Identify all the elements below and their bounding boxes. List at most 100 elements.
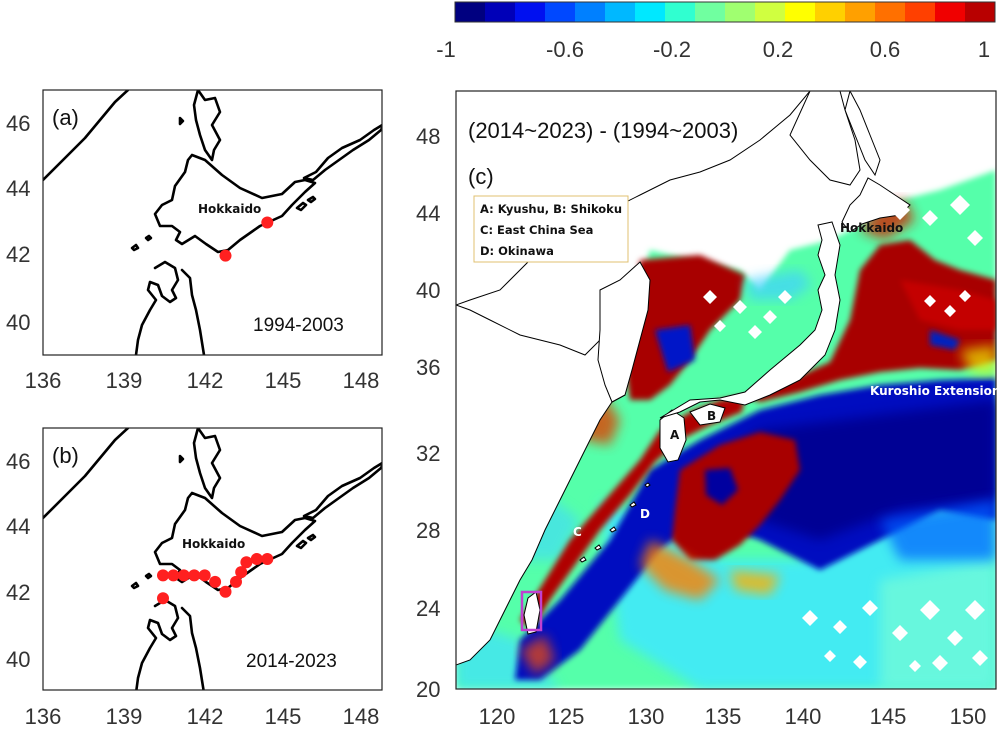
colorbar-swatch: [455, 2, 486, 22]
colorbar-tick: 1: [978, 37, 990, 62]
panel-a-label: (a): [52, 105, 79, 130]
sst-point: [209, 575, 222, 588]
colorbar-swatch: [935, 2, 966, 22]
panel-b-xtick: 145: [265, 704, 302, 729]
panel-c-xtick: 145: [870, 704, 907, 729]
colorbar-swatch: [845, 2, 876, 22]
panel-b-xtick: 142: [187, 704, 224, 729]
sst-point: [177, 569, 190, 582]
panel-a-background: [43, 90, 382, 355]
sst-point: [219, 585, 232, 598]
panel-c-ytick: 20: [416, 677, 440, 702]
colorbar-swatch: [815, 2, 846, 22]
panel-b-ytick: 40: [6, 647, 30, 672]
panel-a-ytick: 42: [6, 242, 30, 267]
panel-c-ytick: 28: [416, 518, 440, 543]
panel-c-label-b: B: [707, 409, 716, 423]
sst-point: [167, 569, 180, 582]
colorbar-swatch: [875, 2, 906, 22]
panel-b-ytick: 42: [6, 580, 30, 605]
panel-a-coastlines: [43, 90, 382, 355]
panel-c-kuroshio-label: Kuroshio Extension: [870, 384, 1000, 398]
sst-point: [188, 569, 201, 582]
panel-c-xtick: 135: [705, 704, 742, 729]
colorbar-swatch: [665, 2, 696, 22]
panel-c-legend-box: [473, 195, 629, 263]
panel-a-frame: [42, 89, 383, 356]
colorbar-swatch: [635, 2, 666, 22]
colorbar-swatch: [545, 2, 576, 22]
colorbar-swatch: [725, 2, 756, 22]
panel-b-hokkaido-label: Hokkaido: [182, 537, 245, 551]
panel-a-hokkaido-label: Hokkaido: [198, 202, 261, 216]
panel-a-xtick: 142: [187, 368, 224, 393]
panel-c-frame: [455, 90, 997, 690]
panel-b-frame: [42, 427, 383, 691]
panel-a-sst-points: [219, 216, 274, 262]
colorbar-swatch: [575, 2, 606, 22]
colorbar-swatch: [485, 2, 516, 22]
sst-point: [261, 553, 274, 565]
panel-b-xtick: 148: [343, 704, 380, 729]
panel-c-hokkaido-label: Hokkaido: [840, 221, 903, 235]
panel-c: (2014~2023) - (1994~2003) (c) A: Kyushu,…: [416, 90, 1000, 729]
sst-point: [235, 566, 248, 579]
colorbar: -1 -0.6 -0.2 0.2 0.6 1: [436, 1, 996, 62]
panel-c-xtick: 120: [479, 704, 516, 729]
colorbar-tick: -1: [436, 37, 456, 62]
sst-point: [261, 216, 274, 229]
panel-c-ytick: 48: [416, 124, 440, 149]
panel-c-label: (c): [468, 164, 494, 189]
panel-c-missing-data: [552, 195, 988, 672]
colorbar-tick: -0.2: [653, 37, 691, 62]
panel-b-xtick: 139: [106, 704, 143, 729]
sst-point: [219, 249, 232, 262]
panel-c-xtick: 140: [785, 704, 822, 729]
panel-c-xtick: 150: [950, 704, 987, 729]
colorbar-swatch: [755, 2, 786, 22]
panel-a-period: 1994-2003: [253, 315, 344, 336]
panel-c-highlight-box: [520, 590, 543, 632]
sst-point: [157, 592, 169, 605]
panel-c-ytick: 32: [416, 441, 440, 466]
panel-c-legend-item: C: East China Sea: [480, 223, 593, 237]
panel-b-ytick: 46: [6, 449, 30, 474]
panel-b-label: (b): [52, 443, 79, 468]
sst-point: [240, 556, 253, 569]
panel-b-sst-points: [157, 553, 274, 605]
panel-c-ytick: 24: [416, 596, 440, 621]
colorbar-swatch: [605, 2, 636, 22]
sst-point: [198, 569, 211, 582]
colorbar-tick: 0.6: [870, 37, 901, 62]
panel-c-legend-item: A: Kyushu, B: Shikoku: [480, 202, 622, 216]
panel-c-label-d: D: [640, 507, 650, 521]
colorbar-swatch: [785, 2, 816, 22]
colorbar-tick: -0.6: [546, 37, 584, 62]
panel-c-legend: A: Kyushu, B: Shikoku C: East China Sea …: [473, 195, 629, 263]
panel-a-xtick: 136: [25, 368, 62, 393]
panel-a-xtick: 145: [265, 368, 302, 393]
colorbar-swatch: [695, 2, 726, 22]
panel-c-xtick: 130: [628, 704, 665, 729]
colorbar-swatch: [905, 2, 936, 22]
sst-point: [157, 569, 169, 582]
panel-c-label-a: A: [670, 428, 680, 442]
panel-b: (b) Hokkaido 2014-2023 46 44 42 40 136 1…: [6, 427, 383, 729]
panel-c-ytick: 40: [416, 278, 440, 303]
panel-b-period: 2014-2023: [246, 651, 337, 672]
panel-c-xtick: 125: [548, 704, 585, 729]
panel-a-ytick: 46: [6, 111, 30, 136]
colorbar-frame: [454, 1, 996, 23]
panel-a-ytick: 40: [6, 310, 30, 335]
panel-b-xtick: 136: [25, 704, 62, 729]
panel-a: (a) Hokkaido 1994-2003 46 44 42 40 136 1…: [6, 89, 383, 393]
panel-c-title: (2014~2023) - (1994~2003): [468, 118, 738, 143]
panel-a-xtick: 139: [106, 368, 143, 393]
panel-c-ytick: 44: [416, 201, 440, 226]
panel-b-ytick: 44: [6, 514, 30, 539]
sst-point: [230, 575, 242, 588]
panel-a-xtick: 148: [343, 368, 380, 393]
panel-c-land: [456, 91, 988, 672]
colorbar-swatches: [455, 2, 996, 22]
